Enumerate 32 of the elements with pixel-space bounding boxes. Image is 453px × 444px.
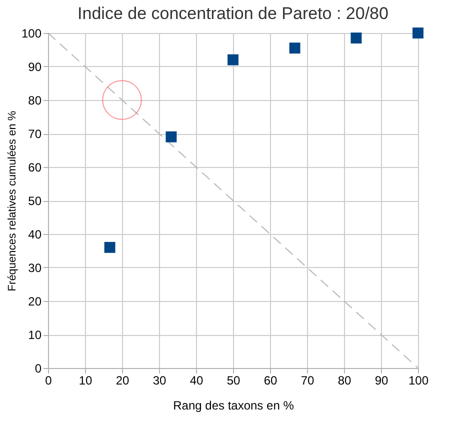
y-tick-label: 30 [28, 261, 42, 275]
point [289, 42, 300, 54]
y-tick-label: 90 [28, 60, 42, 74]
x-tick-label: 0 [45, 374, 52, 388]
y-tick-label: 10 [28, 328, 42, 342]
point [412, 28, 424, 38]
x-tick-label: 20 [116, 374, 130, 388]
x-tick-label: 70 [300, 374, 314, 388]
y-tick-label: 100 [21, 26, 42, 40]
x-tick-label: 90 [374, 374, 388, 388]
x-tick-label: 40 [190, 374, 204, 388]
x-axis-title: Rang des taxons en % [173, 398, 294, 412]
x-tick-label: 80 [338, 374, 352, 388]
y-tick-label: 0 [34, 362, 42, 376]
x-tick-label: 10 [78, 374, 92, 388]
point [166, 131, 177, 142]
x-tick-label: 60 [264, 374, 278, 388]
point [102, 80, 142, 120]
chart-title: Indice de concentration de Pareto : 20/80 [78, 4, 388, 23]
y-tick-label: 80 [28, 94, 42, 108]
x-tick-label: 30 [152, 374, 166, 388]
point [228, 54, 238, 66]
y-tick-label: 20 [28, 294, 42, 308]
x-tick-label: 50 [226, 374, 240, 388]
y-tick-label: 40 [28, 228, 42, 242]
y-axis-title: Fréquences relatives cumulées en % [6, 110, 18, 292]
x-tick-label: 100 [408, 374, 429, 388]
point [350, 32, 362, 44]
y-tick-label: 60 [28, 160, 42, 174]
y-tick-label: 50 [28, 194, 42, 208]
y-tick-label: 70 [28, 127, 42, 141]
point [104, 242, 116, 253]
